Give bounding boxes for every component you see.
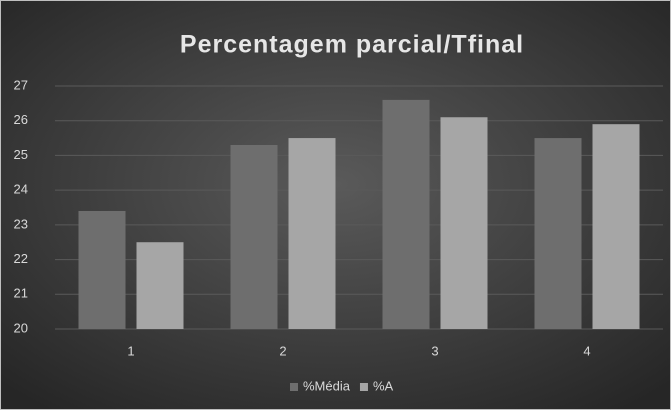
y-tick-label: 24 [14, 182, 28, 197]
bar [288, 138, 336, 329]
bar [592, 124, 640, 329]
y-tick-label: 22 [14, 251, 28, 266]
legend-swatch [290, 383, 298, 391]
x-tick-label: 4 [583, 343, 590, 358]
x-tick-label: 1 [127, 343, 134, 358]
legend-label: %Média [303, 378, 351, 393]
bar [230, 145, 278, 329]
bar [78, 210, 126, 329]
legend-label: %A [373, 378, 394, 393]
bar [382, 99, 430, 329]
bar [440, 117, 488, 329]
y-tick-label: 25 [14, 147, 28, 162]
bar [534, 138, 582, 329]
x-tick-label: 3 [431, 343, 438, 358]
bar [136, 242, 184, 329]
y-tick-label: 26 [14, 112, 28, 127]
y-tick-label: 20 [14, 320, 28, 335]
y-tick-label: 23 [14, 216, 28, 231]
x-tick-label: 2 [279, 343, 286, 358]
y-tick-label: 27 [14, 77, 28, 92]
legend-swatch [359, 383, 368, 391]
y-tick-label: 21 [14, 286, 28, 301]
chart-title: Percentagem parcial/Tfinal [180, 31, 524, 59]
